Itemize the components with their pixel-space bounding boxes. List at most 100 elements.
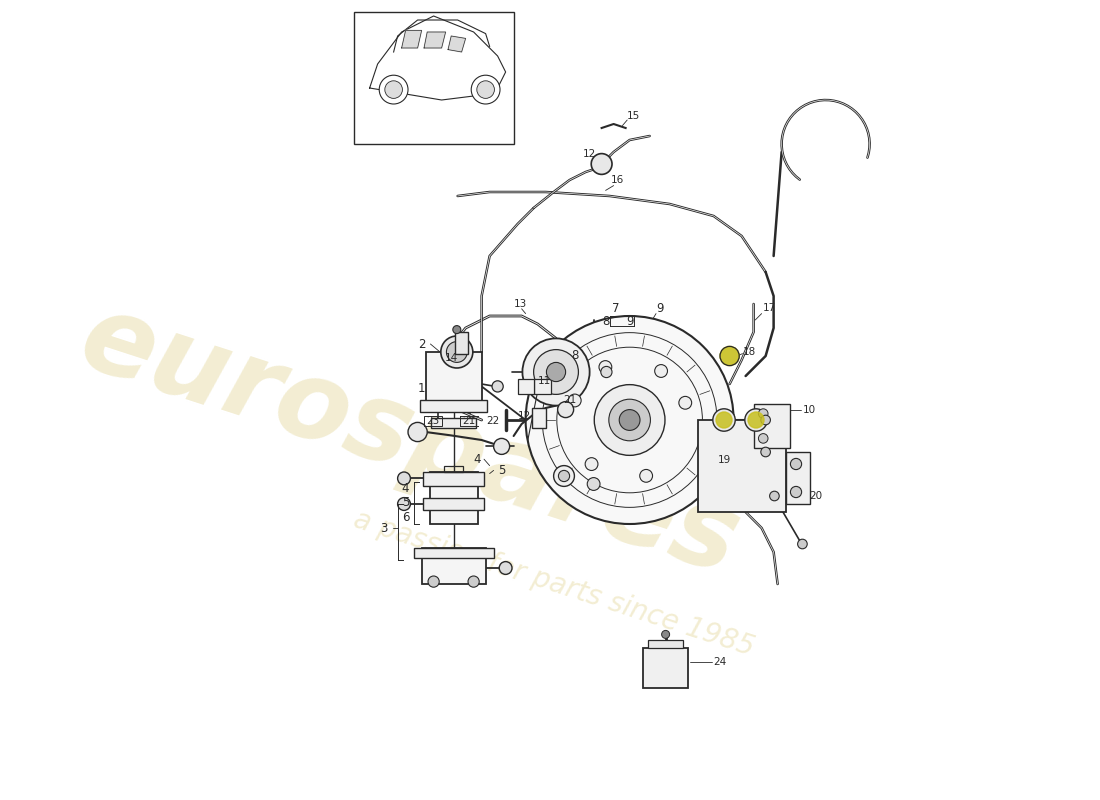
Bar [426, 352, 482, 404]
Circle shape [770, 491, 779, 501]
Text: 16: 16 [610, 175, 624, 185]
Circle shape [499, 562, 512, 574]
Text: 19: 19 [718, 455, 732, 465]
Bar [644, 648, 688, 688]
Circle shape [619, 410, 640, 430]
Text: 13: 13 [514, 299, 527, 309]
Text: 15: 15 [627, 111, 640, 121]
Circle shape [453, 326, 461, 334]
Text: 20: 20 [810, 491, 823, 501]
Bar [420, 400, 487, 412]
Circle shape [601, 366, 612, 378]
Circle shape [679, 396, 692, 409]
Text: 21: 21 [462, 416, 475, 426]
Circle shape [522, 338, 590, 406]
Circle shape [408, 422, 427, 442]
Circle shape [468, 576, 480, 587]
Text: eurospares: eurospares [67, 284, 752, 596]
Circle shape [591, 154, 612, 174]
Text: 21: 21 [563, 395, 576, 405]
Circle shape [587, 478, 600, 490]
Circle shape [447, 342, 468, 362]
Circle shape [441, 336, 473, 368]
Text: 3: 3 [381, 522, 387, 534]
Text: 5: 5 [402, 496, 409, 509]
Text: 6: 6 [402, 511, 409, 524]
Text: 8: 8 [572, 350, 579, 362]
Circle shape [594, 385, 666, 455]
Bar [421, 548, 485, 584]
Bar [424, 416, 441, 426]
Circle shape [791, 486, 802, 498]
Circle shape [798, 539, 807, 549]
Circle shape [385, 81, 403, 98]
Text: 11: 11 [538, 376, 551, 386]
Circle shape [661, 630, 670, 638]
Text: a passion for parts since 1985: a passion for parts since 1985 [350, 506, 758, 662]
Circle shape [476, 81, 494, 98]
Circle shape [379, 75, 408, 104]
Circle shape [608, 399, 650, 441]
Circle shape [600, 361, 612, 374]
Circle shape [397, 472, 410, 485]
Circle shape [534, 350, 579, 394]
Bar [431, 418, 476, 428]
Circle shape [585, 458, 598, 470]
Text: 22: 22 [486, 416, 499, 426]
Text: 2: 2 [418, 338, 426, 350]
Circle shape [654, 365, 668, 378]
Circle shape [758, 434, 768, 443]
Polygon shape [448, 36, 465, 52]
Circle shape [494, 438, 509, 454]
Text: 8: 8 [602, 315, 609, 328]
Text: 14: 14 [444, 353, 458, 362]
Circle shape [397, 498, 410, 510]
Circle shape [720, 346, 739, 366]
Circle shape [558, 402, 573, 418]
Circle shape [547, 362, 565, 382]
Circle shape [748, 412, 764, 428]
Circle shape [559, 470, 570, 482]
Bar [444, 466, 463, 472]
Circle shape [761, 447, 770, 457]
Bar [430, 472, 477, 524]
Circle shape [713, 409, 735, 431]
Text: 12: 12 [583, 149, 596, 158]
Circle shape [716, 412, 732, 428]
Text: 9: 9 [626, 315, 634, 328]
Bar [353, 12, 514, 144]
Bar [414, 548, 494, 558]
Bar [697, 420, 785, 512]
Circle shape [526, 316, 734, 524]
Text: 7: 7 [613, 302, 619, 314]
Text: 24: 24 [714, 658, 727, 667]
Text: 18: 18 [742, 347, 756, 357]
Circle shape [428, 576, 439, 587]
Text: 23: 23 [426, 416, 439, 426]
Bar [534, 379, 551, 394]
Circle shape [758, 409, 768, 418]
Text: 12: 12 [518, 411, 531, 421]
Bar [455, 332, 468, 354]
Text: 10: 10 [803, 405, 816, 414]
Circle shape [471, 75, 501, 104]
Text: 5: 5 [498, 464, 505, 477]
Bar [754, 404, 790, 448]
Circle shape [492, 381, 503, 392]
Polygon shape [402, 30, 421, 48]
Text: 4: 4 [474, 453, 482, 466]
Text: 17: 17 [763, 303, 777, 313]
Circle shape [745, 409, 767, 431]
Circle shape [640, 470, 652, 482]
Polygon shape [424, 32, 446, 48]
Bar [648, 640, 683, 648]
Bar [785, 452, 810, 504]
Circle shape [761, 415, 770, 425]
Text: 9: 9 [657, 302, 663, 314]
Circle shape [569, 394, 581, 407]
Circle shape [553, 466, 574, 486]
Text: 1: 1 [418, 382, 426, 394]
Bar [532, 408, 547, 428]
Bar [424, 498, 484, 510]
Bar [424, 472, 484, 486]
